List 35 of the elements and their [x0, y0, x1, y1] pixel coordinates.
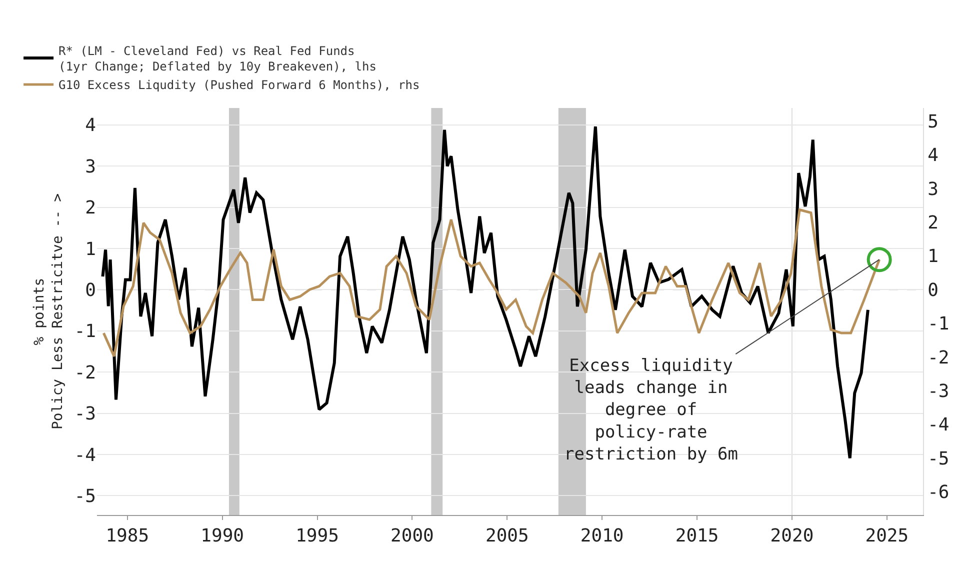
legend-label: R* (LM - Cleveland Fed) vs Real Fed Funds (1yr Change; Deflated by 10y Breakeven), lhs — [58, 44, 376, 74]
x-tick-label: 2000 — [390, 526, 434, 547]
y2-tick-label: -3 — [928, 380, 950, 402]
y-tick-label: 3 — [85, 156, 96, 178]
x-tick-label: 2010 — [580, 526, 624, 547]
x-tick-label: 2025 — [865, 526, 909, 547]
y2-tick-label: 3 — [928, 178, 938, 200]
y2-tick-label: 2 — [928, 212, 938, 234]
y-tick-label: 1 — [85, 238, 96, 260]
y2-tick-label: 0 — [928, 280, 938, 301]
y-tick-label: 2 — [85, 198, 96, 219]
x-tick-label: 1995 — [296, 526, 339, 547]
x-tick-label: 2020 — [770, 526, 814, 547]
x-tick-label: 1990 — [200, 526, 244, 547]
y-tick-label: -3 — [74, 404, 96, 425]
y2-tick-label: -4 — [928, 414, 950, 436]
x-tick-label: 2005 — [485, 526, 529, 547]
y2-tick-label: -1 — [928, 314, 950, 335]
y2-tick-label: -2 — [928, 347, 950, 368]
y2-tick-label: 1 — [928, 246, 938, 268]
y-tick-label: 0 — [85, 280, 96, 301]
y-tick-label: -2 — [74, 362, 96, 384]
y2-tick-label: 5 — [928, 111, 938, 132]
y-tick-label: -4 — [74, 444, 96, 466]
y2-tick-label: 4 — [928, 145, 938, 166]
y-tick-label: 4 — [85, 115, 96, 136]
y-tick-label: -1 — [74, 321, 96, 342]
legend-label: G10 Excess Liqudity (Pushed Forward 6 Months), rhs — [58, 78, 420, 92]
annotation: Excess liquidity leads change in degree of policy-rate restriction by 6m — [564, 356, 738, 464]
y-tick-label: -5 — [74, 486, 96, 507]
y2-tick-label: -5 — [928, 448, 950, 470]
x-tick-label: 1985 — [106, 526, 150, 547]
y2-tick-label: -6 — [928, 482, 950, 504]
x-tick-label: 2015 — [675, 526, 719, 547]
y-axis-title: % points Policy Less Restricitve -- > — [32, 193, 66, 430]
